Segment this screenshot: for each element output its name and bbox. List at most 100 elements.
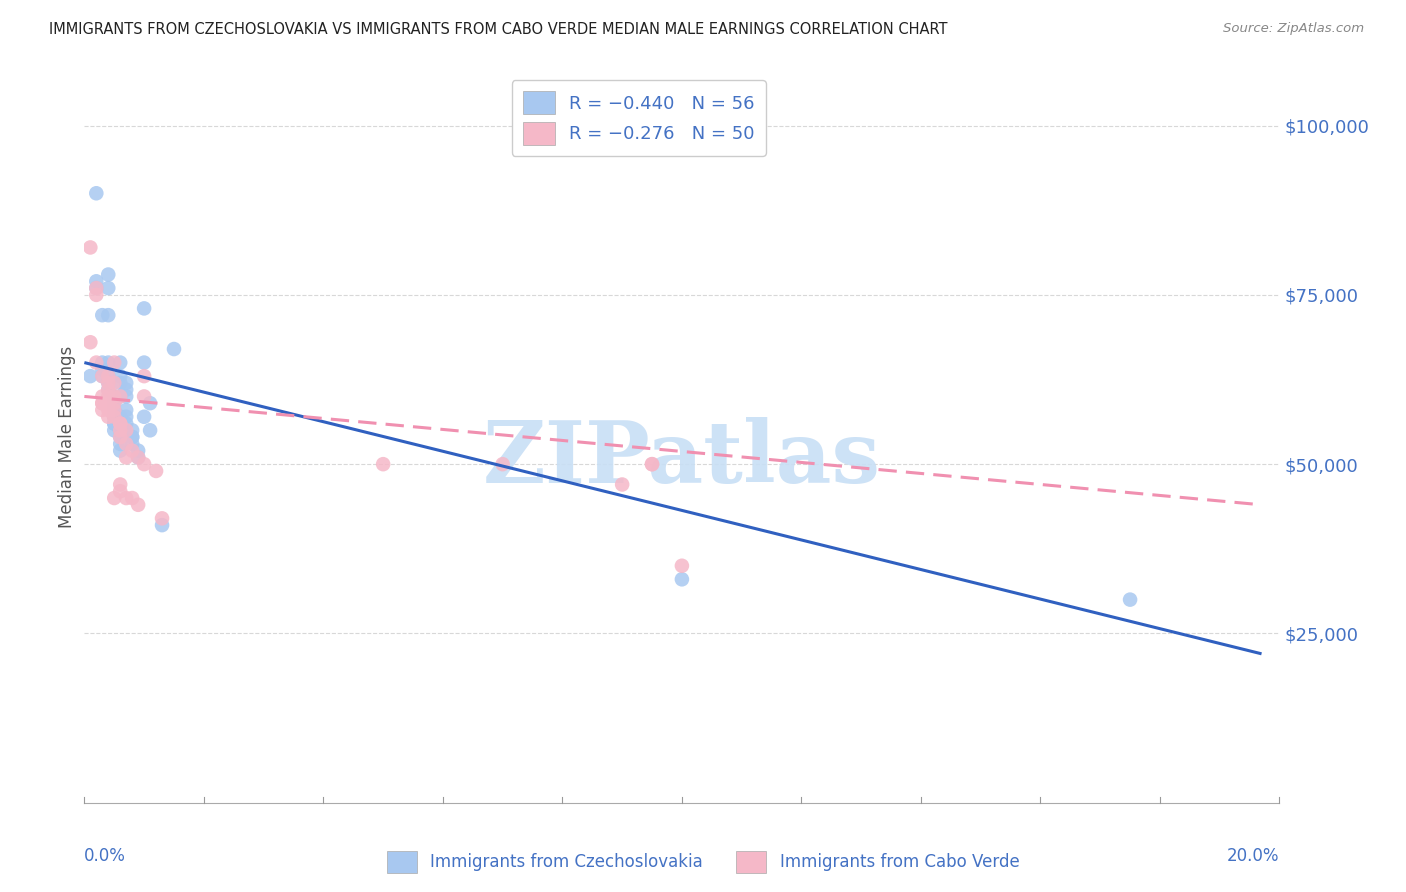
Point: [103, 423, 125, 437]
Point: [127, 498, 149, 512]
Point: [641, 457, 664, 471]
Point: [163, 342, 186, 356]
Point: [110, 409, 132, 424]
Point: [103, 396, 125, 410]
Text: 0.0%: 0.0%: [84, 847, 127, 864]
Point: [86, 186, 108, 201]
Point: [86, 281, 108, 295]
Point: [86, 274, 108, 288]
Point: [127, 450, 149, 465]
Point: [110, 430, 132, 444]
Point: [145, 464, 167, 478]
Point: [103, 417, 125, 431]
Point: [110, 417, 132, 431]
Point: [97, 383, 120, 397]
Point: [110, 389, 132, 403]
Point: [641, 457, 664, 471]
Point: [91, 308, 114, 322]
Point: [103, 403, 125, 417]
Point: [103, 491, 125, 505]
Point: [97, 389, 120, 403]
Point: [110, 409, 132, 424]
Point: [139, 396, 162, 410]
Point: [110, 389, 132, 403]
Point: [103, 417, 125, 431]
Point: [121, 430, 143, 444]
Point: [110, 376, 132, 390]
Point: [91, 396, 114, 410]
Point: [86, 281, 108, 295]
Point: [110, 423, 132, 437]
Point: [97, 308, 120, 322]
Point: [97, 383, 120, 397]
Point: [86, 355, 108, 369]
Point: [91, 362, 114, 376]
Point: [612, 477, 634, 491]
Point: [373, 457, 395, 471]
Point: [97, 376, 120, 390]
Point: [132, 355, 156, 369]
Point: [115, 423, 138, 437]
Point: [132, 409, 156, 424]
Point: [91, 355, 114, 369]
Point: [91, 396, 114, 410]
Point: [97, 403, 120, 417]
Point: [132, 389, 156, 403]
Point: [115, 376, 138, 390]
Point: [97, 376, 120, 390]
Point: [110, 423, 132, 437]
Point: [97, 281, 120, 295]
Point: [121, 430, 143, 444]
Point: [110, 484, 132, 499]
Point: [103, 409, 125, 424]
Point: [115, 417, 138, 431]
Text: 20.0%: 20.0%: [1227, 847, 1279, 864]
Point: [103, 403, 125, 417]
Point: [103, 355, 125, 369]
Point: [103, 396, 125, 410]
Point: [91, 369, 114, 384]
Point: [110, 417, 132, 431]
Point: [150, 518, 173, 533]
Point: [492, 457, 515, 471]
Point: [97, 355, 120, 369]
Point: [86, 288, 108, 302]
Point: [97, 268, 120, 282]
Point: [127, 443, 149, 458]
Point: [110, 417, 132, 431]
Point: [132, 457, 156, 471]
Point: [115, 491, 138, 505]
Point: [110, 430, 132, 444]
Point: [1119, 592, 1142, 607]
Point: [91, 389, 114, 403]
Point: [110, 477, 132, 491]
Point: [110, 437, 132, 451]
Point: [103, 409, 125, 424]
Point: [97, 369, 120, 384]
Point: [115, 403, 138, 417]
Point: [79, 369, 101, 384]
Point: [97, 369, 120, 384]
Point: [671, 572, 693, 586]
Point: [103, 389, 125, 403]
Point: [115, 389, 138, 403]
Point: [110, 443, 132, 458]
Point: [103, 409, 125, 424]
Point: [115, 437, 138, 451]
Point: [91, 403, 114, 417]
Point: [132, 369, 156, 384]
Point: [671, 558, 693, 573]
Point: [110, 355, 132, 369]
Point: [132, 301, 156, 316]
Point: [103, 389, 125, 403]
Point: [121, 437, 143, 451]
Point: [121, 491, 143, 505]
Point: [97, 409, 120, 424]
Point: [127, 450, 149, 465]
Point: [150, 511, 173, 525]
Point: [97, 396, 120, 410]
Point: [79, 335, 101, 350]
Point: [121, 443, 143, 458]
Point: [115, 383, 138, 397]
Point: [91, 369, 114, 384]
